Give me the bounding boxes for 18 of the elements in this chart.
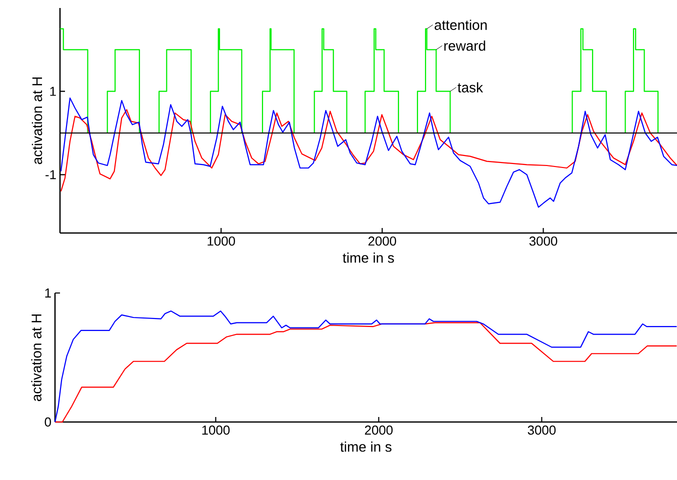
x-tick-label: 2000 <box>364 426 393 435</box>
x-tick-label: 1000 <box>208 236 235 246</box>
x-tick-label: 2000 <box>368 236 396 246</box>
annotation: task <box>458 82 484 92</box>
x-tick-label: 1000 <box>202 426 230 435</box>
y-tick-label: 0 <box>44 417 51 427</box>
y-tick-label: 1 <box>45 288 51 298</box>
annotation: reward <box>444 40 486 51</box>
y-tick-label: -1 <box>46 170 56 180</box>
y-axis-title: activation at H <box>32 77 42 164</box>
y-axis-title: activation at H <box>31 314 42 402</box>
x-axis-title: time in s <box>340 442 392 452</box>
x-tick-label: 3000 <box>529 236 558 246</box>
x-axis-title: time in s <box>342 252 394 263</box>
line-series <box>60 97 677 208</box>
y-tick-label: 1 <box>50 86 56 96</box>
annotation: attention <box>434 20 487 30</box>
x-tick-label: 3000 <box>528 426 556 435</box>
